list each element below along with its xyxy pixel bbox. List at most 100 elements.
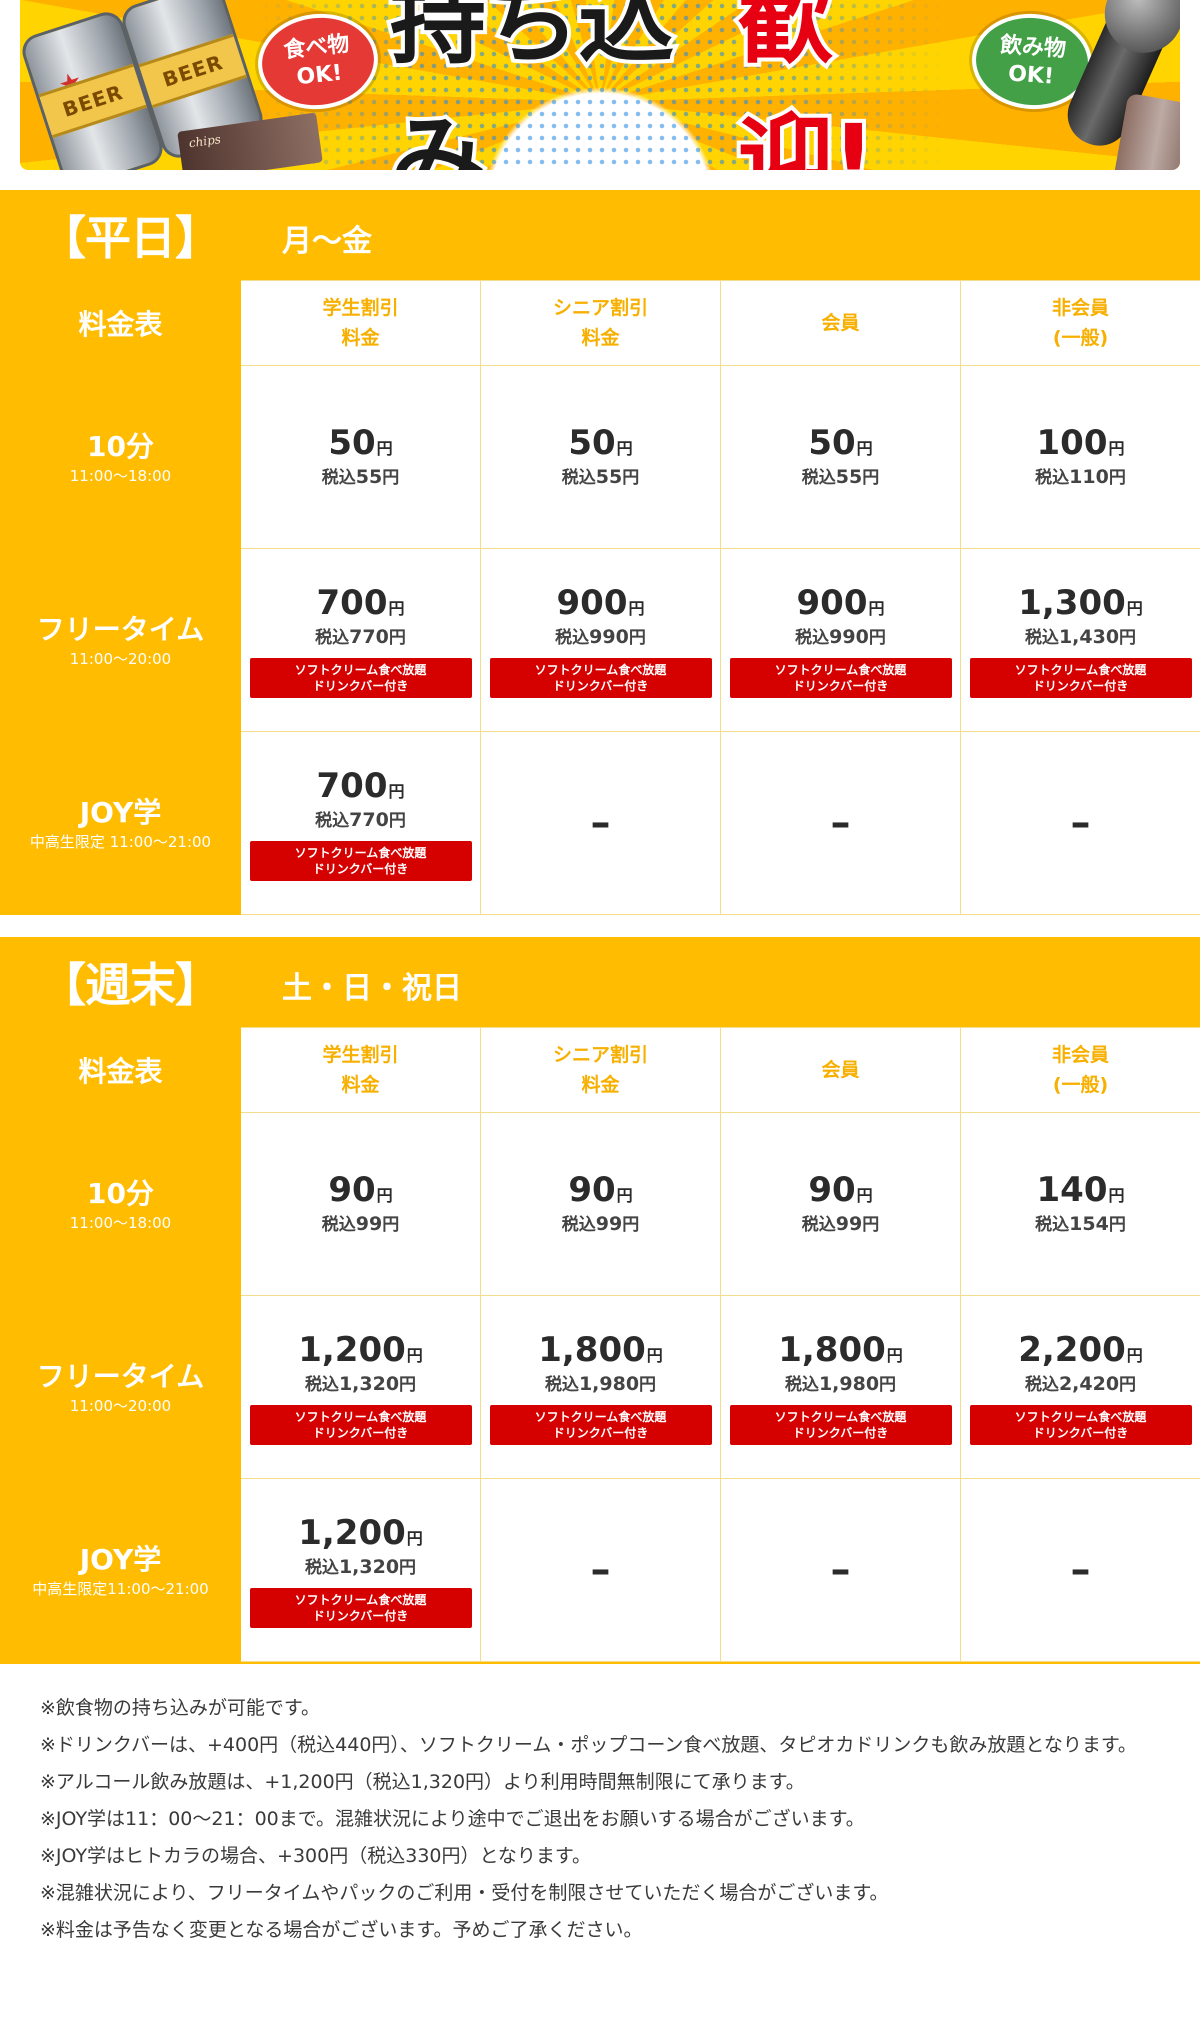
row-header: フリータイム 11:00～20:00: [0, 548, 241, 732]
tax-value: 1,980: [578, 1372, 640, 1395]
tax-value: 99: [835, 1212, 863, 1235]
badge-line: ドリンクバー付き: [792, 678, 889, 693]
tax-label: 税込: [321, 467, 356, 488]
price-cell: 90円 税込99円: [480, 1112, 721, 1296]
tax-label: 税込: [784, 1374, 819, 1395]
price-cell: 1,200円 税込1,320円 ソフトクリーム食べ放題 ドリンクバー付き: [240, 1295, 481, 1479]
price-cell: 700円 税込770円 ソフトクリーム食べ放題 ドリンクバー付き: [240, 731, 481, 915]
yen-unit: 円: [868, 627, 886, 648]
badge-line: ドリンクバー付き: [312, 678, 409, 693]
tax-label: 税込: [561, 1214, 596, 1235]
row-header: 10分 11:00～18:00: [0, 1112, 241, 1296]
yen-unit: 円: [862, 1214, 880, 1235]
column-header: 学生割引 料金: [240, 1027, 481, 1113]
plan-name: フリータイム: [36, 613, 205, 646]
table-row: 10分 11:00～18:00 90円 税込99円 90円 税込99円 90円 税込99円 14…: [0, 1112, 1200, 1296]
price-cell: 90円 税込99円: [240, 1112, 481, 1296]
yen-unit: 円: [388, 810, 406, 831]
table-row: フリータイム 11:00～20:00 700円 税込770円 ソフトクリーム食べ放題 ドリ…: [0, 548, 1200, 732]
badge-line: ソフトクリーム食べ放題: [1014, 1409, 1147, 1424]
tax-value: 990: [589, 625, 629, 648]
included-services-badge: ソフトクリーム食べ放題 ドリンクバー付き: [249, 1404, 472, 1445]
yen-unit: 円: [1119, 627, 1137, 648]
tax-value: 99: [595, 1212, 623, 1235]
tax-label: 税込: [321, 1214, 356, 1235]
not-available-dash: –: [1070, 800, 1091, 846]
yen-unit: 円: [382, 467, 400, 488]
badge-line: ソフトクリーム食べ放題: [294, 662, 427, 677]
tax-included-price: 税込55円: [481, 463, 720, 492]
drink-bubble-line2: OK!: [1007, 60, 1055, 90]
section-title: 【平日】: [40, 211, 221, 265]
badge-line: ドリンクバー付き: [1032, 678, 1129, 693]
tax-label: 税込: [544, 1374, 579, 1395]
yen-unit: 円: [879, 1374, 897, 1395]
weekend-price-section: 【週末】 土・日・祝日 料金表 学生割引 料金 シニア割引 料金 会員 非会員 (一般)…: [0, 937, 1200, 1664]
badge-line: ソフトクリーム食べ放題: [294, 1592, 427, 1607]
price-amount: 1,200円: [241, 1513, 480, 1553]
tax-value: 55: [835, 465, 863, 488]
tax-value: 1,980: [818, 1372, 880, 1395]
note-item: ※JOY学はヒトカラの場合、+300円（税込330円）となります。: [40, 1845, 592, 1867]
plan-name: JOY学: [79, 1543, 162, 1576]
tax-value: 990: [829, 625, 869, 648]
tax-included-price: 税込770円: [241, 623, 480, 652]
tax-included-price: 税込1,320円: [241, 1370, 480, 1399]
tax-label: 税込: [304, 1557, 339, 1578]
weekday-price-section: 【平日】 月～金 料金表 学生割引 料金 シニア割引 料金 会員 非会員 (一般) 10分…: [0, 190, 1200, 915]
yen-unit: 円: [399, 1557, 417, 1578]
badge-line: ドリンクバー付き: [792, 1425, 889, 1440]
tax-included-price: 税込110円: [961, 463, 1200, 492]
tax-value: 1,320: [338, 1555, 400, 1578]
plan-hours: 11:00～20:00: [69, 1397, 172, 1415]
price-cell: 50円税込55円: [480, 365, 721, 549]
column-header-label: 学生割引 料金: [322, 1044, 399, 1096]
column-header: 非会員 (一般): [960, 280, 1200, 366]
price-value: 700: [316, 765, 388, 806]
included-services-badge: ソフトクリーム食べ放題 ドリンクバー付き: [489, 657, 712, 698]
price-cell: –: [480, 731, 721, 915]
price-value: 50: [568, 422, 616, 463]
price-value: 900: [556, 582, 628, 623]
row-header: JOY学 中高生限定11:00～21:00: [0, 1478, 241, 1662]
yen-unit: 円: [388, 627, 406, 648]
price-cell: 1,800円 税込1,980円 ソフトクリーム食べ放題 ドリンクバー付き: [480, 1295, 721, 1479]
column-header: 非会員 (一般): [960, 1027, 1200, 1113]
table-row: 10分 11:00～18:00 50円 税込55円 50円 税込55円 50円 税込55円 10…: [0, 365, 1200, 549]
plan-name: JOY学: [79, 796, 162, 829]
yen-unit: 円: [399, 1374, 417, 1395]
included-services-badge: ソフトクリーム食べ放題 ドリンクバー付き: [489, 1404, 712, 1445]
tax-value: 55: [355, 465, 383, 488]
badge-line: ソフトクリーム食べ放題: [1014, 662, 1147, 677]
column-header: 学生割引 料金: [240, 280, 481, 366]
banner-title: 持ち込み 歓迎!: [386, 0, 950, 170]
column-header-label: 非会員 (一般): [1051, 297, 1109, 349]
price-amount: 1,300円: [961, 583, 1200, 623]
yen-unit: 円: [1108, 1185, 1125, 1205]
yen-unit: 円: [616, 438, 633, 458]
price-cell: –: [720, 731, 961, 915]
badge-line: ソフトクリーム食べ放題: [774, 1409, 907, 1424]
note-item: ※料金は予告なく変更となる場合がございます。予めご了承ください。: [40, 1919, 643, 1941]
price-table: 料金表 学生割引 料金 シニア割引 料金 会員 非会員 (一般) 10分 11:00～18:…: [0, 280, 1200, 915]
table-corner-label: 料金表: [0, 1027, 241, 1113]
yen-unit: 円: [406, 1345, 423, 1365]
tax-included-price: 税込154円: [961, 1210, 1200, 1239]
tax-included-price: 税込1,430円: [961, 623, 1200, 652]
price-cell: 50円 税込55円: [720, 365, 961, 549]
tax-included-price: 税込990円: [481, 623, 720, 652]
drink-bubble-line1: 飲み物: [999, 32, 1067, 62]
yen-unit: 円: [376, 1185, 393, 1205]
tax-value: 770: [349, 808, 389, 831]
plan-name: 10分: [87, 1177, 154, 1210]
table-header-row: 料金表 学生割引 料金 シニア割引 料金 会員 非会員 (一般): [0, 1027, 1200, 1113]
note-item: ※アルコール飲み放題は、+1,200円（税込1,320円）より利用時間無制限にて…: [40, 1771, 805, 1793]
price-value: 90: [808, 1169, 856, 1210]
price-cell: –: [960, 731, 1200, 915]
yen-unit: 円: [856, 1185, 873, 1205]
badge-line: ドリンクバー付き: [552, 678, 649, 693]
price-amount: 100円: [961, 423, 1200, 463]
table-row: JOY学 中高生限定11:00～21:00 1,200円税込1,320円ソフトクリー…: [0, 1478, 1200, 1662]
banner-title-part1: 持ち込み: [386, 0, 678, 170]
note-item: ※ドリンクバーは、+400円（税込440円）、ソフトクリーム・ポップコーン食べ放…: [40, 1734, 1137, 1756]
